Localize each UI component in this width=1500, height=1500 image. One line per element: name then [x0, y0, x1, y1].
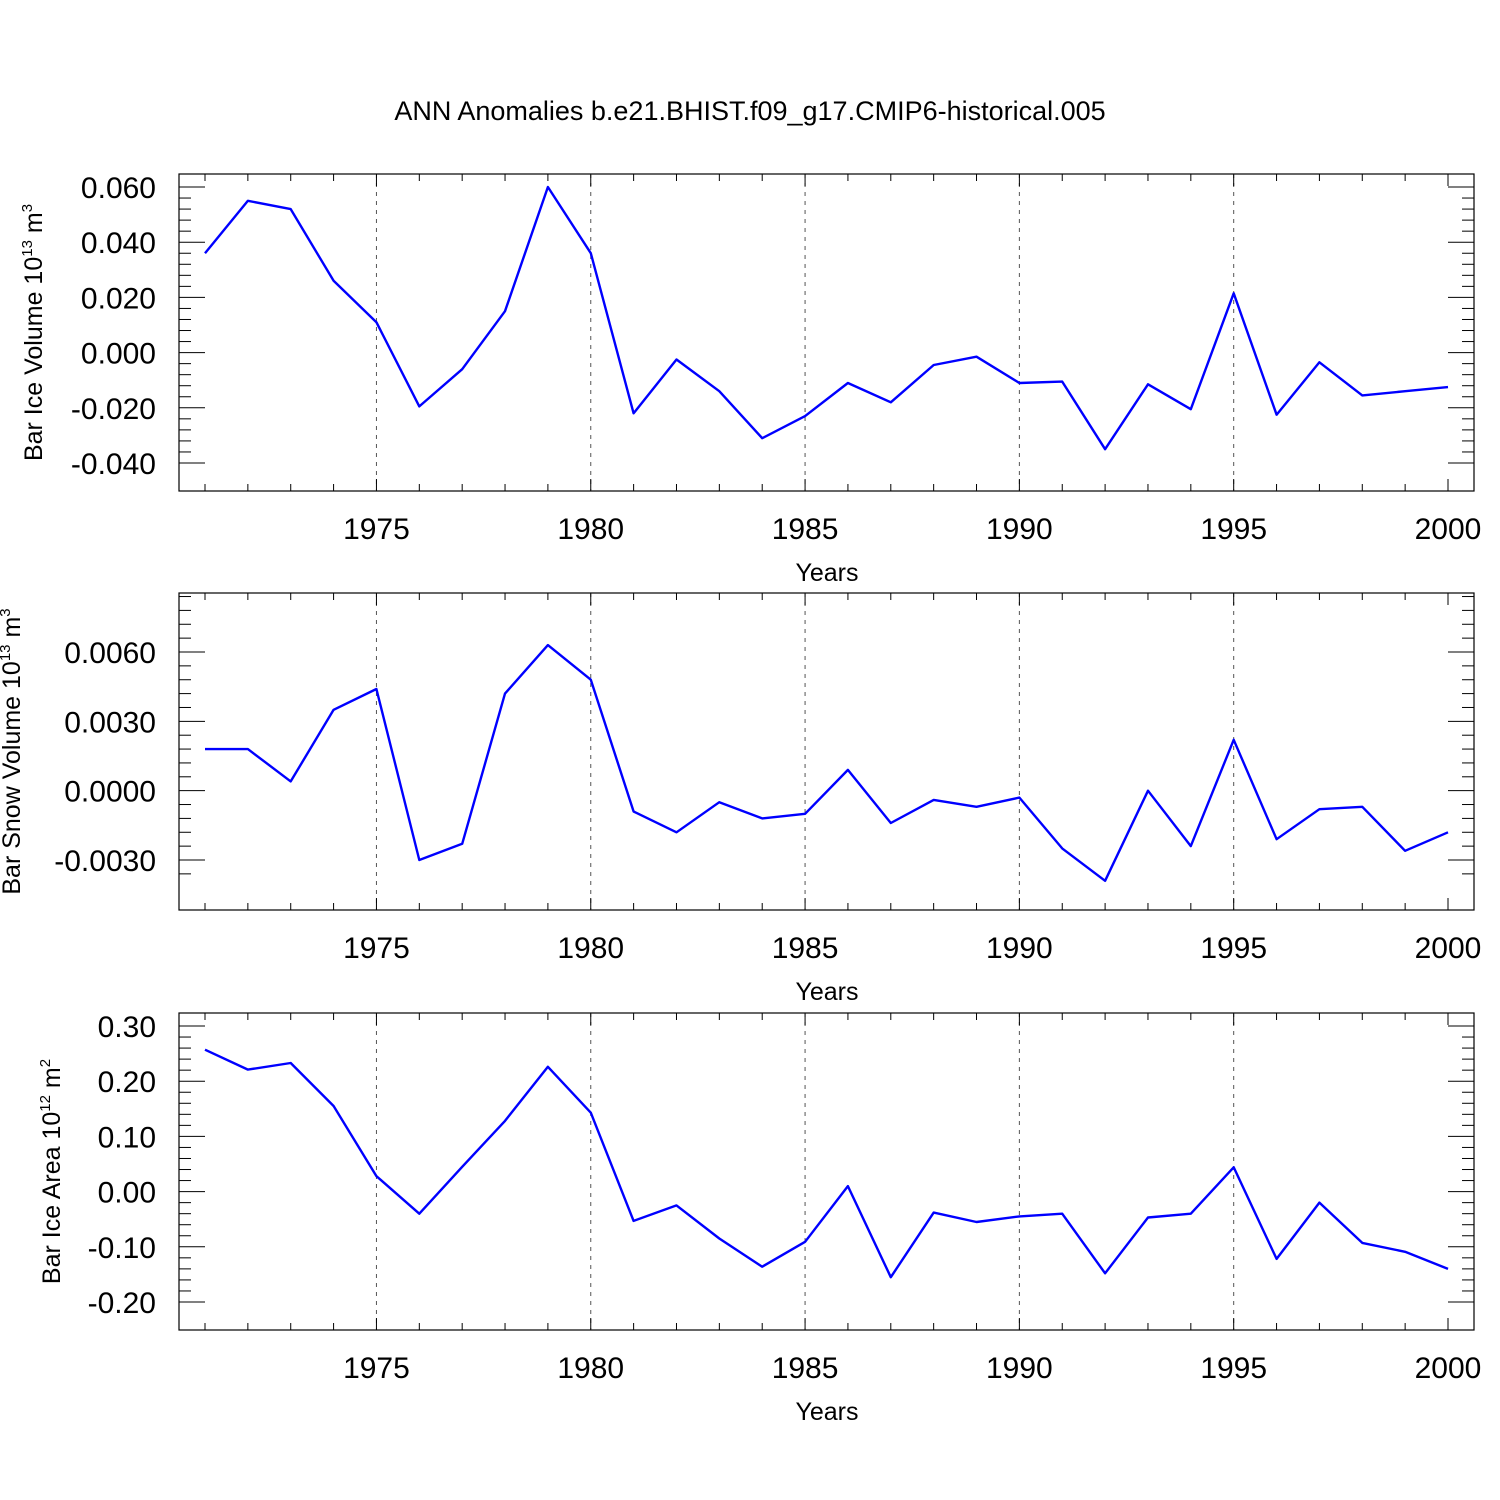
y-axis-label-superscript: 2	[37, 1059, 54, 1067]
x-tick-label: 1995	[1200, 513, 1267, 546]
series-line-1	[204, 185, 1449, 451]
y-axis-label-text: Bar Ice Area 10	[38, 1112, 66, 1284]
y-axis-label-text: m	[20, 212, 48, 240]
y-axis-label: Bar Ice Volume 1013 m3	[19, 204, 48, 461]
y-tick-label: -0.20	[88, 1287, 156, 1320]
y-tick-label: -0.0030	[54, 845, 156, 878]
x-tick-label: 1980	[557, 932, 624, 965]
x-axis-label: Years	[795, 559, 858, 587]
plot-frame-3	[178, 1012, 1475, 1331]
x-tick-label: 1975	[343, 513, 410, 546]
y-tick-label: 0.00	[98, 1177, 156, 1210]
x-tick-label: 2000	[1415, 513, 1482, 546]
x-tick-label: 2000	[1415, 932, 1482, 965]
y-tick-label: 0.000	[81, 338, 156, 371]
y-axis-label: Bar Snow Volume 1013 m3	[0, 608, 26, 894]
x-tick-label: 1980	[557, 1352, 624, 1385]
figure-title: ANN Anomalies b.e21.BHIST.f09_g17.CMIP6-…	[394, 96, 1106, 126]
y-axis-label-superscript: 12	[37, 1095, 54, 1112]
y-tick-label: 0.10	[98, 1121, 156, 1154]
x-tick-label: 1995	[1200, 1352, 1267, 1385]
y-tick-label: 0.0060	[64, 637, 156, 670]
y-axis-label-superscript: 3	[19, 204, 36, 212]
y-tick-label: -0.020	[71, 393, 156, 426]
x-tick-label: 1990	[986, 932, 1053, 965]
x-tick-label: 1985	[772, 1352, 839, 1385]
y-axis-label-superscript: 13	[0, 644, 14, 661]
y-tick-label: 0.20	[98, 1066, 156, 1099]
y-axis-label-text: m	[38, 1067, 66, 1095]
x-tick-label: 2000	[1415, 1352, 1482, 1385]
y-tick-label: 0.060	[81, 172, 156, 205]
y-tick-label: -0.040	[71, 448, 156, 481]
plot-frame-2	[178, 592, 1475, 911]
x-tick-label: 1975	[343, 1352, 410, 1385]
y-axis-label-text: Bar Snow Volume 10	[0, 661, 26, 894]
y-axis-label-text: m	[0, 617, 26, 645]
series-line-2	[205, 643, 1449, 882]
x-tick-label: 1985	[772, 513, 839, 546]
x-tick-label: 1995	[1200, 932, 1267, 965]
plot-frame-1	[178, 173, 1475, 492]
y-axis-label-superscript: 3	[0, 608, 14, 616]
y-tick-label: -0.10	[88, 1232, 156, 1265]
x-axis-label: Years	[795, 1398, 858, 1426]
y-tick-label: 0.040	[81, 227, 156, 260]
y-axis-label: Bar Ice Area 1012 m2	[37, 1059, 66, 1284]
x-tick-label: 1990	[986, 1352, 1053, 1385]
y-tick-label: 0.30	[98, 1011, 156, 1044]
x-tick-label: 1990	[986, 513, 1053, 546]
x-tick-label: 1985	[772, 932, 839, 965]
x-tick-label: 1980	[557, 513, 624, 546]
series-line-3	[204, 1048, 1449, 1279]
y-tick-label: 0.0000	[64, 776, 156, 809]
y-tick-label: 0.020	[81, 282, 156, 315]
x-axis-label: Years	[795, 978, 858, 1006]
y-axis-label-text: Bar Ice Volume 10	[20, 257, 48, 461]
y-tick-label: 0.0030	[64, 706, 156, 739]
y-axis-label-superscript: 13	[19, 240, 36, 257]
x-tick-label: 1975	[343, 932, 410, 965]
